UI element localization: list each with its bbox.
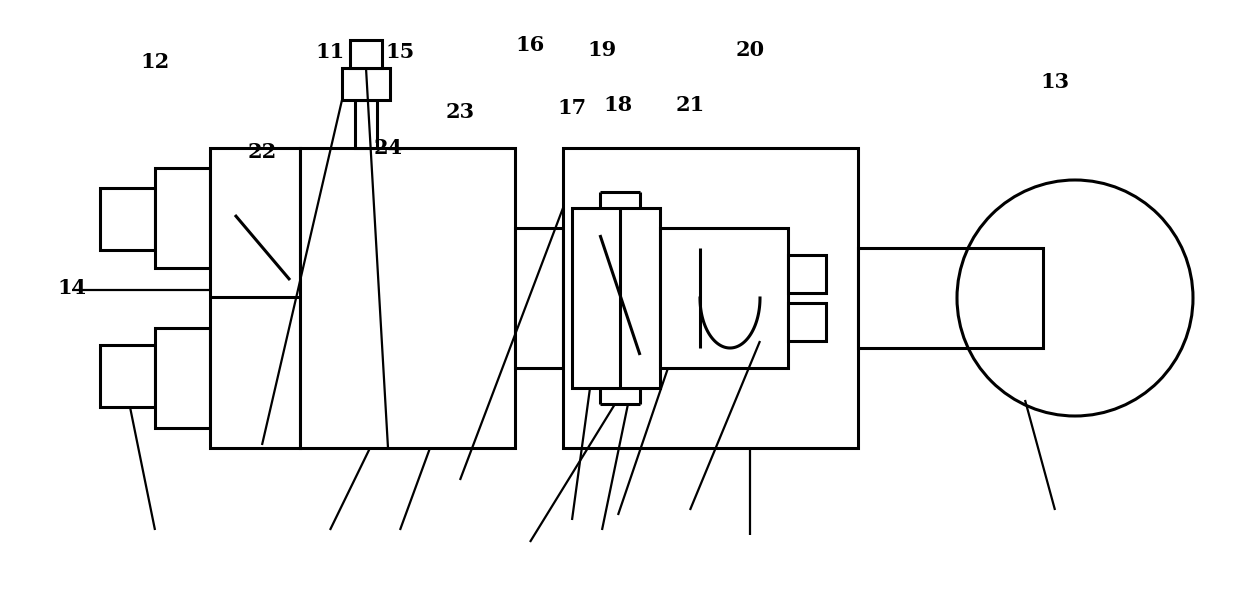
Bar [342,68,391,100]
Text: 12: 12 [140,52,170,72]
Text: 22: 22 [247,142,277,162]
Text: 15: 15 [386,42,414,62]
Text: 14: 14 [57,278,87,298]
Bar [300,148,515,448]
Text: 11: 11 [315,42,345,62]
Bar [563,148,858,448]
Text: 19: 19 [588,40,616,60]
Text: 20: 20 [735,40,765,60]
Text: 24: 24 [373,138,403,158]
Bar [787,255,826,293]
Bar [210,148,300,448]
Bar [355,100,377,148]
Text: 17: 17 [558,98,587,118]
Bar [858,248,1043,348]
Text: 13: 13 [1040,72,1070,92]
Bar [660,228,787,368]
Text: 23: 23 [445,102,475,122]
Bar [100,345,155,407]
Bar [787,303,826,341]
Bar [155,168,210,268]
Text: 18: 18 [604,95,632,115]
Bar [350,40,382,68]
Bar [515,228,563,368]
Bar [100,188,155,250]
Text: 21: 21 [676,95,704,115]
Bar [572,208,660,388]
Text: 16: 16 [516,35,544,55]
Bar [155,328,210,428]
